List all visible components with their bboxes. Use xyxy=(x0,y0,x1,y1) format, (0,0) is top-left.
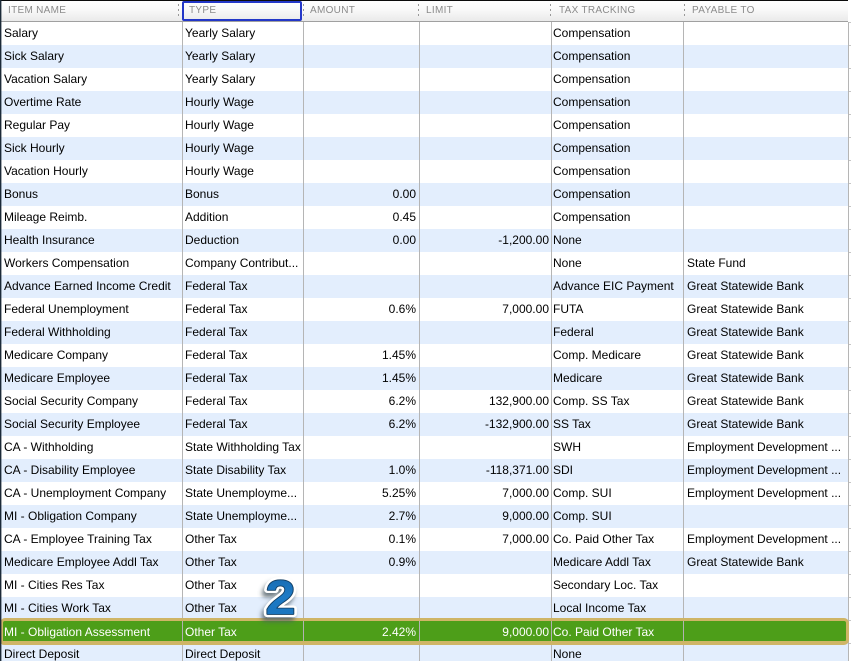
svg-text:2: 2 xyxy=(266,572,296,625)
svg-text:2: 2 xyxy=(266,572,296,625)
